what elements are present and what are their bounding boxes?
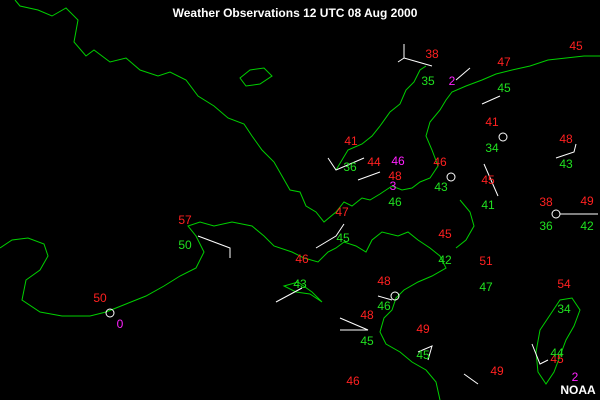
other-label: 3 (390, 179, 397, 193)
temperature-label: 45 (438, 227, 452, 241)
map-title: Weather Observations 12 UTC 08 Aug 2000 (173, 6, 418, 20)
temperature-label: 38 (539, 195, 553, 209)
credit: NOAA (560, 383, 596, 397)
dewpoint-label: 47 (479, 280, 493, 294)
temperature-label: 57 (178, 213, 192, 227)
dewpoint-label: 35 (421, 74, 435, 88)
dewpoint-label: 42 (580, 219, 594, 233)
temperature-label: 45 (550, 352, 564, 366)
temperature-label: 54 (557, 277, 571, 291)
other-label: 2 (572, 370, 579, 384)
other-label: 2 (449, 74, 456, 88)
temperature-label: 46 (346, 374, 360, 388)
dewpoint-label: 41 (481, 198, 495, 212)
temperature-label: 48 (388, 169, 402, 183)
temperature-label: 45 (481, 173, 495, 187)
temperature-label: 41 (485, 115, 499, 129)
dewpoint-label: 44 (550, 346, 564, 360)
dewpoint-label: 34 (557, 302, 571, 316)
dewpoint-label: 43 (559, 157, 573, 171)
dewpoint-label: 34 (485, 141, 499, 155)
dewpoint-label: 45 (336, 231, 350, 245)
temperature-label: 48 (559, 132, 573, 146)
temperature-label: 47 (497, 55, 511, 69)
dewpoint-label: 46 (377, 299, 391, 313)
temperature-label: 44 (367, 155, 381, 169)
temperature-label: 49 (490, 364, 504, 378)
dewpoint-label: 43 (293, 277, 307, 291)
observations: 38 45 47 41 41 48 44 46 45 48 38 49 47 57 45 46 51 48 54 50… (93, 39, 594, 388)
temperature-label: 49 (580, 194, 594, 208)
wind-barbs (197, 44, 598, 385)
dewpoint-label: 42 (438, 253, 452, 267)
dewpoint-label: 45 (360, 334, 374, 348)
dewpoint-label: 36 (343, 160, 357, 174)
temperature-label: 51 (479, 254, 493, 268)
temperature-label: 46 (433, 155, 447, 169)
dewpoint-label: 36 (539, 219, 553, 233)
temperature-label: 45 (569, 39, 583, 53)
temperature-label: 48 (377, 274, 391, 288)
dewpoint-label: 46 (388, 195, 402, 209)
temperature-label: 48 (360, 308, 374, 322)
dewpoint-label: 50 (178, 238, 192, 252)
temperature-label: 50 (93, 291, 107, 305)
other-label: 0 (117, 317, 124, 331)
other-label: 46 (391, 154, 405, 168)
temperature-label: 38 (425, 47, 439, 61)
dewpoint-label: 45 (416, 348, 430, 362)
temperature-label: 41 (344, 134, 358, 148)
temperature-label: 47 (335, 205, 349, 219)
station-circles (105, 132, 561, 318)
temperature-label: 49 (416, 322, 430, 336)
dewpoint-label: 45 (497, 81, 511, 95)
temperature-label: 46 (295, 252, 309, 266)
dewpoint-label: 43 (434, 180, 448, 194)
